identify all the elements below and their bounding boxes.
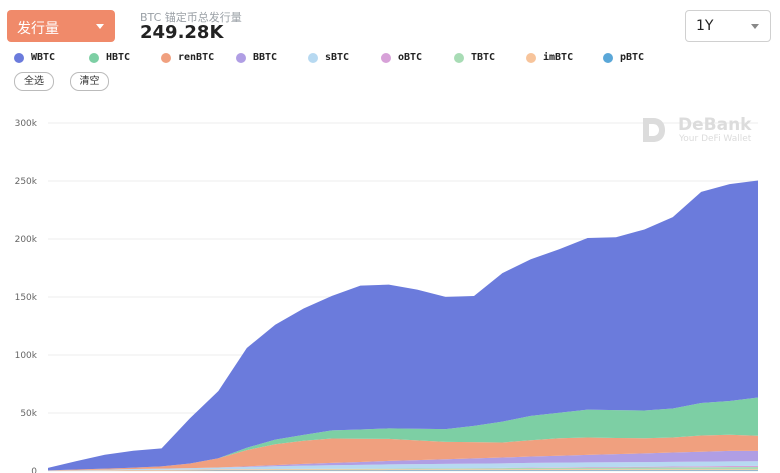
y-tick-label: 50k <box>20 409 37 419</box>
legend-dot <box>603 53 613 63</box>
time-range-label: 1Y <box>696 18 714 34</box>
clear-button[interactable]: 清空 <box>70 72 109 91</box>
y-tick-label: 300k <box>15 119 38 129</box>
legend-dot <box>526 53 536 63</box>
summary-value: 249.28K <box>140 22 224 43</box>
stacked-area-chart: 0 50k 100k 150k 200k 250k 300k <box>15 119 758 473</box>
legend-label: BBTC <box>253 52 278 63</box>
legend-label: imBTC <box>543 52 574 63</box>
debank-logo-icon <box>643 118 665 142</box>
area-series-wbtc <box>48 180 758 471</box>
legend-label: TBTC <box>471 52 496 63</box>
time-range-select[interactable]: 1Y <box>685 10 771 42</box>
metric-dropdown[interactable]: 发行量 <box>7 10 115 42</box>
area-series-pbtc <box>48 470 758 471</box>
watermark-subtitle: Your DeFi Wallet <box>679 134 752 144</box>
area-series-hbtc <box>48 397 758 471</box>
legend-label: pBTC <box>620 52 645 63</box>
metric-dropdown-label: 发行量 <box>17 21 59 37</box>
select-all-button[interactable]: 全选 <box>14 72 54 91</box>
chevron-down-icon <box>96 24 104 29</box>
legend-dot <box>14 53 24 63</box>
y-tick-label: 100k <box>15 351 38 361</box>
legend-label: HBTC <box>106 52 131 63</box>
legend-label: sBTC <box>325 52 350 63</box>
legend-label: WBTC <box>31 52 56 63</box>
legend-dot <box>236 53 246 63</box>
legend-dot <box>308 53 318 63</box>
area-series-tbtc <box>48 467 758 471</box>
legend-dot <box>454 53 464 63</box>
legend-dot <box>381 53 391 63</box>
area-series-renbtc <box>48 434 758 471</box>
y-tick-label: 150k <box>15 293 38 303</box>
area-series-imbtc <box>48 469 758 471</box>
y-tick-label: 250k <box>15 177 38 187</box>
area-series-bbtc <box>48 450 758 471</box>
area-series-obtc <box>48 465 758 471</box>
legend-dot <box>161 53 171 63</box>
summary-label: BTC 锚定币总发行量 <box>140 11 242 24</box>
legend-dot <box>89 53 99 63</box>
y-tick-label: 0 <box>31 467 37 473</box>
y-tick-label: 200k <box>15 235 38 245</box>
watermark-title: DeBank <box>678 115 752 135</box>
legend-label: renBTC <box>178 52 215 63</box>
legend-label: oBTC <box>398 52 423 63</box>
chevron-down-icon <box>751 24 759 29</box>
area-series-sbtc <box>48 461 758 471</box>
